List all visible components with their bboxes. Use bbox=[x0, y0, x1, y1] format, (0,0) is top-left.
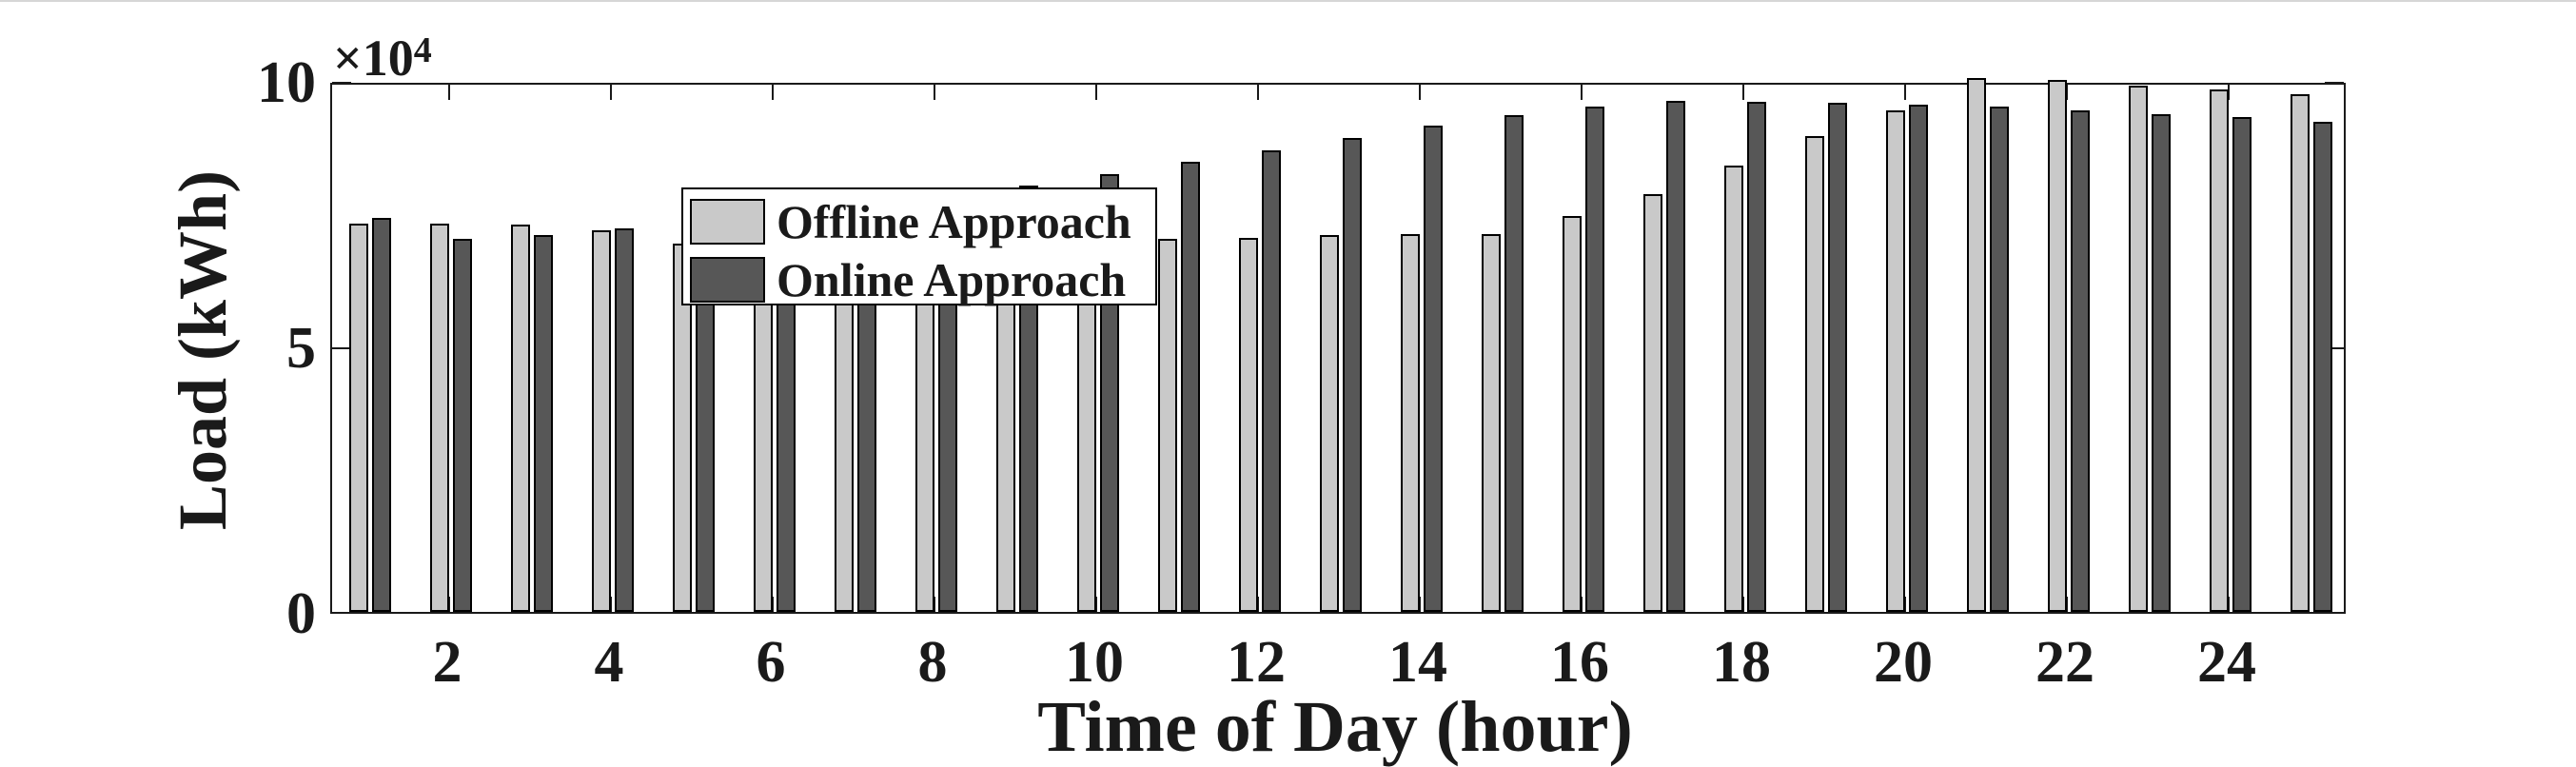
y-tick-label: 0 bbox=[286, 581, 316, 646]
x-tick-label: 22 bbox=[2035, 630, 2094, 695]
bar-online-h11 bbox=[1181, 162, 1200, 612]
legend-entry-offline: Offline Approach bbox=[690, 196, 1155, 247]
bar-offline-h19 bbox=[1805, 136, 1824, 612]
x-tick bbox=[934, 597, 935, 612]
x-tick bbox=[2066, 597, 2068, 612]
x-axis-title: Time of Day (hour) bbox=[1037, 687, 1633, 767]
y-axis-multiplier-exponent: 4 bbox=[413, 30, 432, 70]
legend-swatch-online bbox=[690, 257, 765, 303]
bar-online-h22 bbox=[2071, 110, 2090, 612]
x-tick bbox=[448, 597, 450, 612]
bar-offline-h11 bbox=[1158, 238, 1177, 612]
bar-offline-h24 bbox=[2210, 88, 2229, 612]
bar-offline-h6 bbox=[754, 251, 773, 612]
bar-offline-h21 bbox=[1967, 78, 1986, 612]
bar-online-h23 bbox=[2152, 114, 2171, 612]
bar-offline-h1 bbox=[349, 223, 368, 612]
x-tick bbox=[1257, 85, 1259, 100]
bar-online-h18 bbox=[1747, 102, 1766, 612]
bar-offline-h17 bbox=[1643, 194, 1662, 612]
x-tick bbox=[2228, 597, 2230, 612]
x-tick bbox=[1581, 597, 1583, 612]
legend-label-offline: Offline Approach bbox=[777, 195, 1131, 248]
bar-online-h15 bbox=[1504, 115, 1524, 612]
x-tick bbox=[1419, 597, 1421, 612]
x-tick bbox=[1742, 597, 1744, 612]
bar-online-h25 bbox=[2313, 121, 2332, 612]
x-tick bbox=[1419, 85, 1421, 100]
x-tick bbox=[610, 85, 612, 100]
bar-offline-h16 bbox=[1563, 216, 1582, 612]
bar-online-h24 bbox=[2232, 116, 2252, 612]
y-tick-label: 5 bbox=[286, 316, 316, 381]
x-tick bbox=[2066, 85, 2068, 100]
bar-offline-h15 bbox=[1482, 233, 1501, 612]
bar-offline-h20 bbox=[1886, 110, 1905, 612]
x-tick bbox=[934, 85, 935, 100]
x-tick bbox=[2228, 85, 2230, 100]
bar-offline-h23 bbox=[2129, 86, 2148, 612]
bar-offline-h3 bbox=[511, 224, 530, 612]
bar-offline-h12 bbox=[1239, 237, 1258, 612]
x-tick bbox=[1904, 597, 1906, 612]
bar-online-h19 bbox=[1828, 103, 1847, 612]
legend-swatch-offline bbox=[690, 199, 765, 245]
bar-offline-h13 bbox=[1320, 234, 1339, 612]
bar-online-h4 bbox=[615, 227, 634, 612]
bar-online-h17 bbox=[1666, 101, 1685, 612]
y-tick-label: 10 bbox=[257, 50, 316, 115]
y-tick bbox=[332, 82, 351, 84]
screenshot-top-edge bbox=[0, 0, 2576, 2]
x-tick bbox=[1095, 85, 1097, 100]
x-tick bbox=[1257, 597, 1259, 612]
bar-offline-h18 bbox=[1724, 166, 1743, 612]
x-tick-label: 8 bbox=[917, 630, 948, 695]
y-tick bbox=[2325, 82, 2344, 84]
x-tick bbox=[772, 85, 774, 100]
bar-online-h16 bbox=[1585, 107, 1604, 612]
bar-online-h20 bbox=[1909, 104, 1928, 612]
x-tick-label: 18 bbox=[1712, 630, 1771, 695]
bar-offline-h2 bbox=[430, 224, 449, 612]
plot-area: Offline Approach Online Approach bbox=[330, 78, 2346, 614]
y-axis-multiplier-base: ×10 bbox=[333, 30, 414, 87]
x-tick bbox=[1095, 597, 1097, 612]
bar-online-h3 bbox=[534, 234, 553, 612]
legend: Offline Approach Online Approach bbox=[681, 187, 1157, 305]
x-tick-label: 10 bbox=[1065, 630, 1124, 695]
x-tick-label: 24 bbox=[2197, 630, 2256, 695]
x-tick bbox=[1742, 85, 1744, 100]
bar-offline-h14 bbox=[1401, 233, 1420, 612]
legend-entry-online: Online Approach bbox=[690, 254, 1155, 305]
bar-online-h13 bbox=[1343, 138, 1362, 612]
x-tick-label: 16 bbox=[1550, 630, 1609, 695]
x-tick-label: 2 bbox=[432, 630, 462, 695]
x-tick-label: 12 bbox=[1227, 630, 1286, 695]
bar-offline-h4 bbox=[592, 230, 611, 612]
y-tick bbox=[2325, 347, 2344, 349]
x-tick-label: 20 bbox=[1874, 630, 1933, 695]
legend-label-online: Online Approach bbox=[777, 253, 1127, 306]
x-tick-label: 14 bbox=[1388, 630, 1447, 695]
bar-offline-h22 bbox=[2048, 79, 2067, 612]
bar-online-h14 bbox=[1424, 126, 1443, 612]
x-tick bbox=[448, 85, 450, 100]
y-tick bbox=[332, 347, 351, 349]
bar-online-h12 bbox=[1262, 149, 1281, 612]
y-axis-multiplier: ×104 bbox=[333, 23, 432, 86]
x-tick bbox=[1581, 85, 1583, 100]
bar-online-h21 bbox=[1990, 107, 2009, 612]
x-tick bbox=[1904, 85, 1906, 100]
bar-online-h1 bbox=[372, 217, 391, 612]
bar-online-h2 bbox=[453, 239, 472, 612]
x-tick bbox=[610, 597, 612, 612]
bar-offline-h25 bbox=[2291, 93, 2310, 612]
x-tick-label: 4 bbox=[594, 630, 624, 695]
x-tick bbox=[772, 597, 774, 612]
x-tick-label: 6 bbox=[756, 630, 786, 695]
